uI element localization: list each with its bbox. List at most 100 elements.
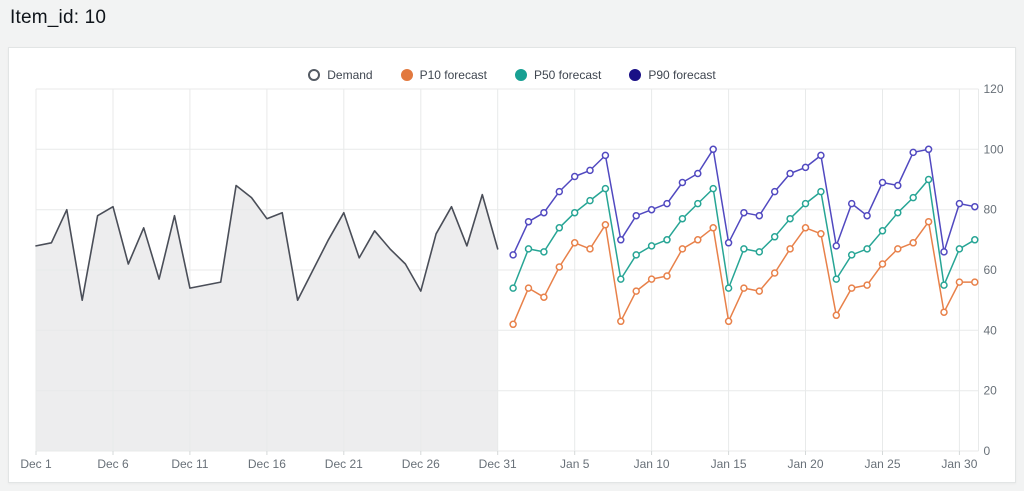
x-tick-label: Jan 25 (864, 457, 900, 471)
x-tick-label: Jan 10 (634, 457, 670, 471)
y-tick-label: 100 (984, 142, 1004, 156)
x-tick-label: Dec 31 (479, 457, 517, 471)
data-point-marker (863, 245, 871, 253)
data-point-marker (817, 230, 825, 238)
data-point-marker (617, 236, 625, 244)
data-point-marker (555, 187, 564, 196)
data-point-marker (971, 202, 979, 211)
data-point-marker (524, 217, 533, 226)
legend-item-demand[interactable]: Demand (308, 68, 373, 82)
data-point-marker (647, 205, 656, 214)
chart-legend: Demand P10 forecast P50 forecast P90 foreca… (9, 68, 1015, 82)
data-point-marker (570, 239, 579, 247)
data-point-marker (801, 199, 810, 208)
data-point-marker (940, 281, 948, 289)
demand-series (35, 184, 499, 301)
data-point-marker (940, 308, 948, 316)
forecast-chart-svg[interactable]: Dec 1 Dec 6 Dec 11 Dec 16 Dec 21 Dec 26 Dec 31… (9, 48, 1015, 482)
data-point-marker (678, 214, 687, 223)
data-point-marker (570, 208, 579, 217)
data-point-marker (663, 199, 671, 208)
data-point-marker (601, 221, 610, 229)
data-point-marker (786, 214, 794, 223)
y-axis-labels: 0 20 40 60 80 100 120 (984, 82, 1004, 458)
data-point-marker (540, 248, 548, 256)
data-point-marker (924, 145, 933, 154)
data-point-marker (694, 199, 702, 208)
x-tick-label: Dec 26 (402, 457, 440, 471)
legend-item-p10-forecast[interactable]: P10 forecast (400, 68, 487, 82)
p50-forecast-series (509, 175, 979, 292)
legend-swatch-icon (308, 69, 321, 81)
data-point-marker (724, 317, 733, 326)
data-point-marker (509, 284, 517, 292)
data-point-marker (817, 187, 825, 196)
data-point-marker (663, 236, 671, 244)
data-point-marker (832, 242, 841, 250)
y-tick-label: 80 (984, 203, 998, 217)
data-point-marker (509, 251, 517, 259)
x-axis-labels: Dec 1 Dec 6 Dec 11 Dec 16 Dec 21 Dec 26 Dec 31… (20, 457, 977, 471)
data-point-marker (678, 245, 687, 253)
data-point-marker (647, 275, 656, 283)
data-point-marker (924, 217, 933, 226)
data-point-marker (786, 245, 794, 253)
y-tick-label: 20 (984, 384, 998, 398)
x-tick-label: Dec 16 (248, 457, 286, 471)
p90-forecast-series (509, 145, 979, 259)
data-point-marker (524, 245, 533, 253)
data-point-marker (971, 278, 979, 286)
data-point-marker (909, 148, 917, 157)
legend-item-p50-forecast[interactable]: P50 forecast (514, 68, 602, 82)
x-tick-label: Jan 30 (941, 457, 977, 471)
data-point-marker (601, 151, 610, 160)
data-point-marker (847, 284, 856, 292)
data-point-marker (878, 260, 887, 268)
data-point-marker (909, 193, 917, 202)
data-point-marker (909, 239, 917, 247)
data-point-marker (770, 269, 779, 277)
data-point-marker (694, 169, 702, 178)
x-tick-label: Jan 20 (787, 457, 823, 471)
legend-swatch-icon (514, 69, 527, 81)
x-tick-label: Dec 21 (325, 457, 363, 471)
data-point-marker (786, 169, 794, 178)
data-point-marker (832, 311, 841, 320)
data-point-marker (740, 284, 748, 292)
legend-label: P50 forecast (533, 68, 602, 82)
legend-item-p90-forecast[interactable]: P90 forecast (629, 68, 716, 82)
data-point-marker (555, 224, 564, 232)
data-point-marker (586, 245, 594, 253)
data-point-marker (955, 199, 964, 208)
legend-label: P10 forecast (419, 68, 487, 82)
data-point-marker (894, 181, 902, 190)
x-tick-label: Jan 5 (560, 457, 590, 471)
data-point-marker (709, 145, 717, 154)
data-point-marker (586, 166, 594, 175)
data-point-marker (663, 272, 671, 280)
y-tick-label: 60 (984, 263, 998, 277)
page-title: Item_id: 10 (10, 7, 107, 28)
data-point-marker (832, 275, 841, 283)
y-tick-label: 40 (984, 323, 998, 337)
data-point-marker (694, 236, 702, 244)
data-point-marker (971, 236, 979, 244)
legend-swatch-icon (400, 69, 413, 81)
data-point-marker (955, 245, 964, 253)
legend-label: P90 forecast (648, 68, 716, 82)
data-point-marker (555, 263, 564, 271)
data-point-marker (755, 248, 764, 256)
legend-label: Demand (327, 68, 373, 82)
data-point-marker (863, 211, 871, 220)
x-tick-label: Jan 15 (711, 457, 747, 471)
data-point-marker (940, 248, 948, 256)
data-point-marker (632, 251, 640, 259)
data-point-marker (540, 208, 548, 217)
data-point-marker (894, 208, 902, 217)
y-tick-label: 0 (984, 444, 991, 458)
chart-gridlines (35, 88, 979, 455)
data-point-marker (632, 211, 640, 220)
data-point-marker (755, 211, 764, 220)
data-point-marker (540, 293, 548, 301)
data-point-marker (709, 224, 717, 232)
